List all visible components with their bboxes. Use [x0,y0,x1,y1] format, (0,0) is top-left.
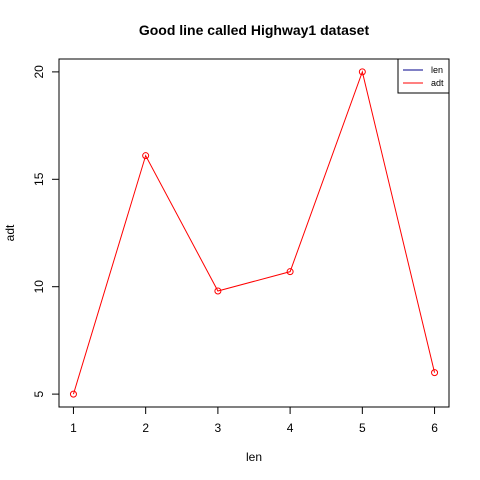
x-tick-label: 6 [431,421,438,435]
x-tick-label: 2 [142,421,149,435]
chart-title: Good line called Highway1 dataset [139,22,370,38]
y-axis: 5 10 15 20 [32,65,59,397]
x-tick-label: 4 [287,421,294,435]
x-tick-label: 5 [359,421,366,435]
x-axis: 1 2 3 4 5 6 [70,407,438,435]
y-tick-label: 20 [32,65,46,79]
series-layer [69,68,439,398]
x-tick-label: 3 [215,421,222,435]
x-axis-label: len [246,450,262,464]
y-tick-label: 10 [32,280,46,294]
x-tick-label: 1 [70,421,77,435]
data-point [358,68,366,76]
data-point [431,369,439,377]
data-point [214,287,222,295]
series-line-adt [72,70,436,395]
data-point [69,390,77,398]
y-tick-label: 5 [32,390,46,397]
legend-box [397,58,450,94]
y-tick-label: 15 [32,172,46,186]
data-point [286,268,294,276]
legend-label: adt [431,78,444,88]
y-axis-label: adt [3,224,17,241]
legend: len adt [397,58,450,94]
data-point [142,152,150,160]
legend-label: len [431,65,443,75]
plot-frame [58,58,450,408]
